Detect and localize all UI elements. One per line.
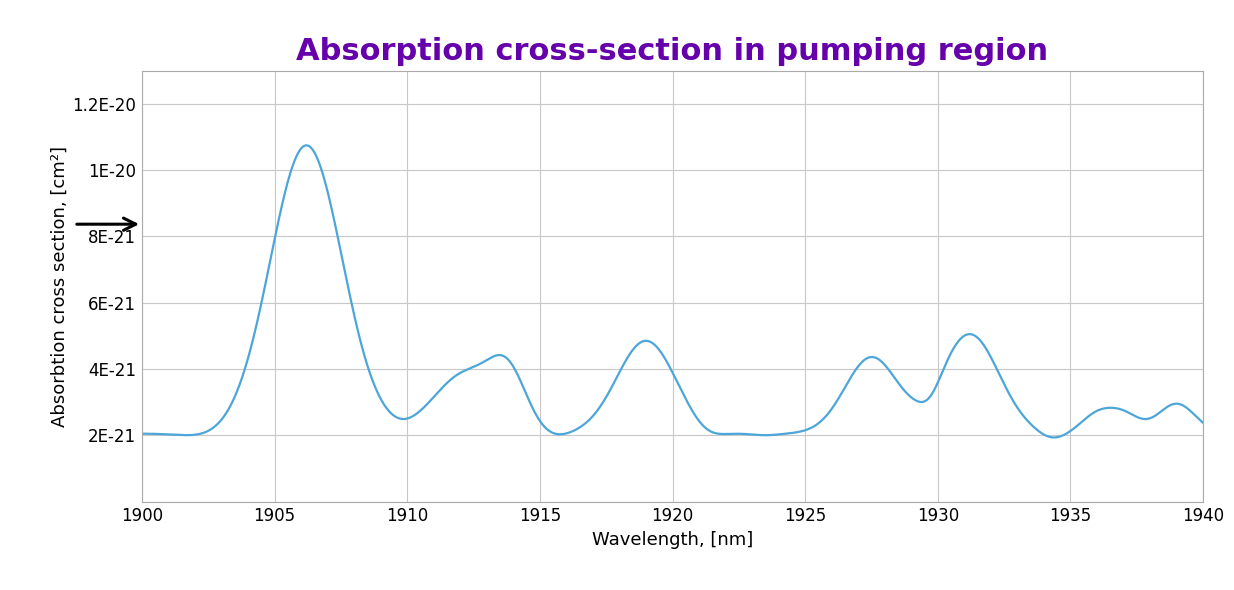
Title: Absorption cross-section in pumping region: Absorption cross-section in pumping regi… (296, 37, 1049, 65)
X-axis label: Wavelength, [nm]: Wavelength, [nm] (592, 530, 753, 549)
Y-axis label: Absorbtion cross section, [cm²]: Absorbtion cross section, [cm²] (51, 146, 68, 427)
